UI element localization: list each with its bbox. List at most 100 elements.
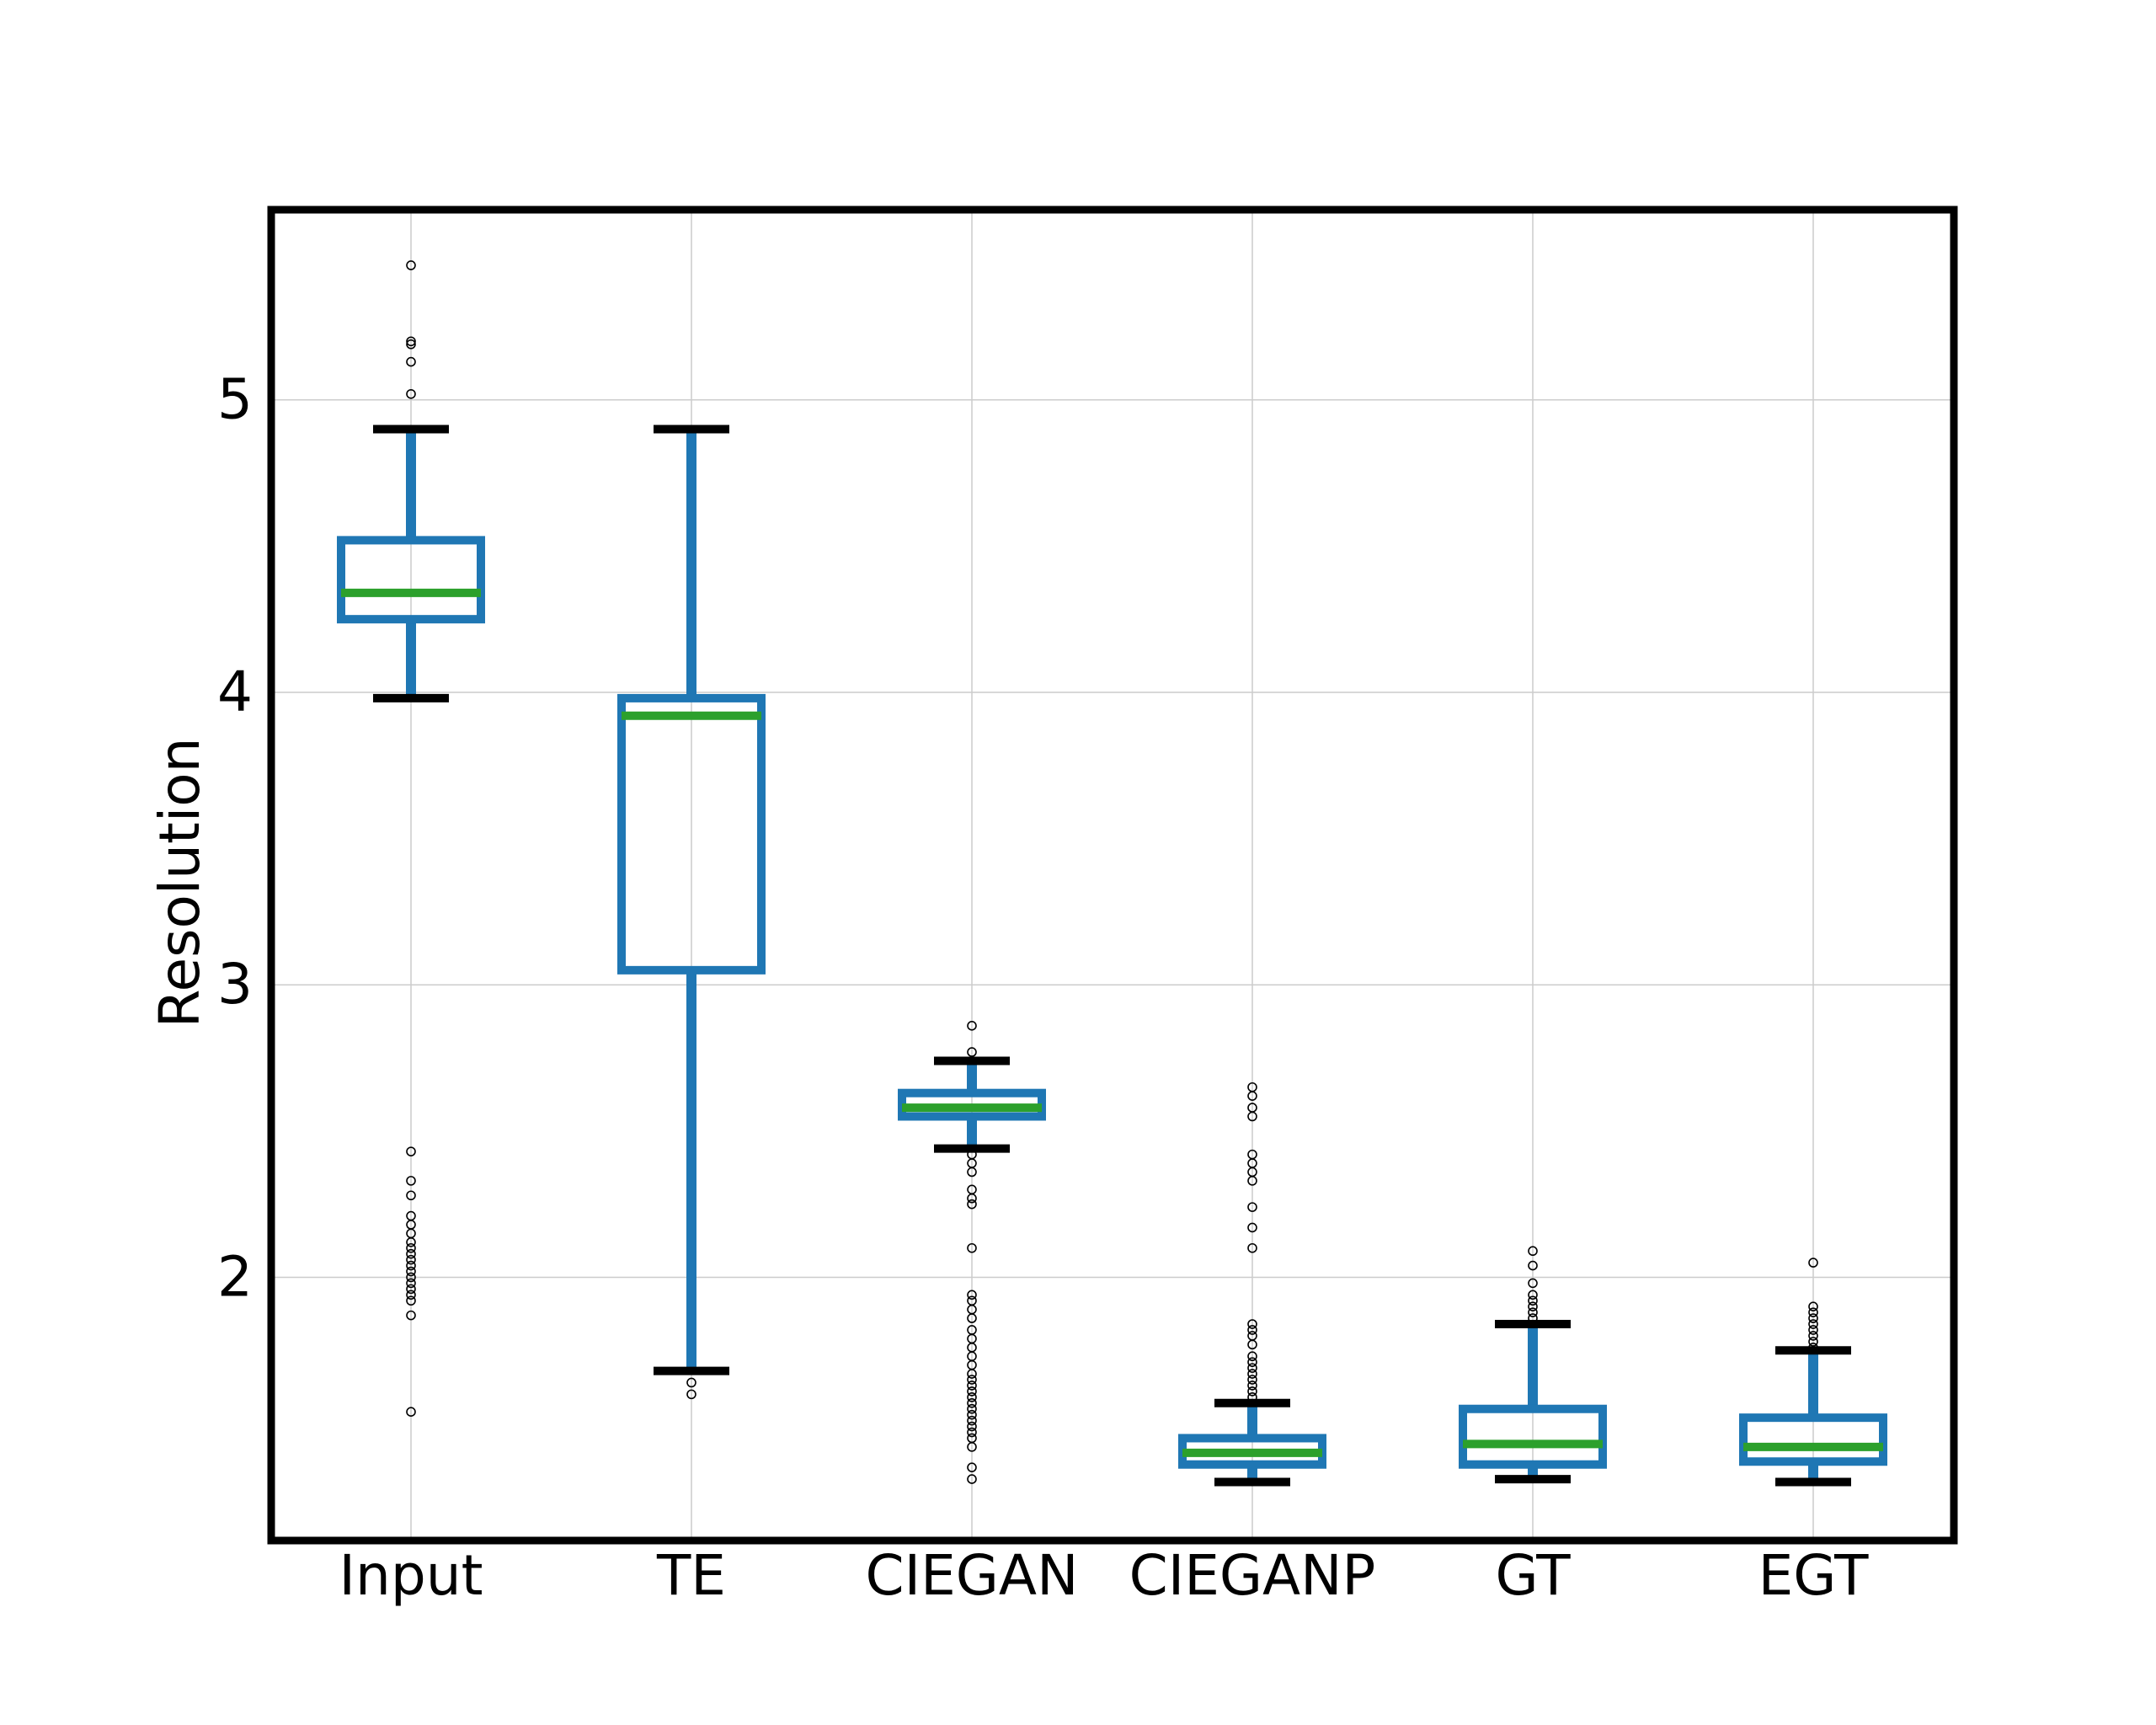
outlier-point: [1808, 1313, 1818, 1323]
iqr-box: [617, 693, 766, 975]
iqr-box: [337, 536, 485, 624]
outlier-point: [967, 1021, 977, 1031]
iqr-box: [1739, 1413, 1887, 1466]
outlier-point: [406, 356, 416, 367]
outlier-point: [1808, 1325, 1818, 1335]
y-tick-label: 3: [217, 952, 253, 1017]
outlier-point: [406, 1284, 416, 1295]
outlier-point: [967, 1462, 977, 1472]
outlier-point: [406, 1176, 416, 1186]
outlier-point: [1808, 1331, 1818, 1341]
x-tick-label: EGT: [1758, 1543, 1869, 1608]
box-ciegan: [898, 1021, 1046, 1484]
outlier-point: [1528, 1290, 1538, 1300]
outlier-point: [967, 1290, 977, 1300]
outlier-point: [1247, 1375, 1257, 1385]
box-cieganp: [1178, 1081, 1326, 1487]
box-gt: [1459, 1246, 1607, 1484]
outlier-point: [1247, 1202, 1257, 1212]
outlier-point: [1247, 1339, 1257, 1350]
outlier-point: [406, 1278, 416, 1289]
outlier-point: [967, 1392, 977, 1402]
outlier-point: [406, 1146, 416, 1156]
outlier-point: [967, 1199, 977, 1210]
y-tick-label: 2: [217, 1244, 253, 1309]
outlier-point: [967, 1421, 977, 1432]
outlier-point: [686, 1389, 696, 1400]
outlier-point: [967, 1386, 977, 1397]
outlier-point: [967, 1167, 977, 1178]
outlier-point: [406, 388, 416, 399]
outlier-point: [406, 1248, 416, 1259]
outlier-point: [967, 1313, 977, 1323]
outlier-point: [406, 1190, 416, 1201]
outlier-point: [967, 1242, 977, 1253]
y-tick-label: 4: [217, 660, 253, 724]
outlier-point: [967, 1047, 977, 1057]
box-egt: [1739, 1258, 1887, 1487]
outlier-point: [1808, 1258, 1818, 1268]
outlier-point: [1247, 1091, 1257, 1101]
outlier-point: [1247, 1369, 1257, 1379]
outlier-point: [1528, 1301, 1538, 1311]
outlier-point: [1528, 1295, 1538, 1306]
outlier-point: [1247, 1222, 1257, 1233]
outlier-point: [406, 1295, 416, 1306]
outlier-point: [406, 1310, 416, 1321]
outlier-point: [1247, 1242, 1257, 1253]
outlier-point: [406, 1237, 416, 1247]
outlier-point: [967, 1442, 977, 1452]
outlier-point: [1528, 1246, 1538, 1257]
x-tick-label: CIEGAN: [866, 1543, 1079, 1608]
outlier-point: [406, 1272, 416, 1283]
box-series: [337, 260, 1887, 1487]
outlier-point: [967, 1427, 977, 1438]
outlier-point: [1808, 1343, 1818, 1353]
outlier-point: [406, 1242, 416, 1253]
box-input: [337, 260, 485, 1418]
outlier-point: [1247, 1351, 1257, 1362]
outlier-point: [967, 1369, 977, 1379]
outlier-point: [1247, 1363, 1257, 1373]
y-tick-label: 5: [217, 367, 253, 432]
outlier-point: [1808, 1337, 1818, 1347]
outlier-point: [1247, 1381, 1257, 1391]
outlier-point: [1808, 1319, 1818, 1329]
outlier-point: [1808, 1301, 1818, 1311]
outlier-point: [1528, 1260, 1538, 1271]
outlier-point: [1247, 1111, 1257, 1122]
outlier-point: [1528, 1307, 1538, 1317]
outlier-point: [1247, 1386, 1257, 1397]
iqr-box: [1459, 1404, 1607, 1469]
x-tick-label: CIEGANP: [1129, 1543, 1376, 1608]
outlier-point: [967, 1403, 977, 1414]
outlier-point: [967, 1381, 977, 1391]
y-tick-labels: 2 3 4 5: [217, 367, 253, 1310]
outlier-point: [406, 339, 416, 350]
x-tick-label: GT: [1495, 1543, 1571, 1608]
outlier-point: [406, 1290, 416, 1300]
outlier-point: [967, 1375, 977, 1385]
plot-frame: [267, 206, 1958, 1545]
outlier-point: [967, 1397, 977, 1408]
outlier-point: [1528, 1278, 1538, 1289]
outlier-point: [967, 1415, 977, 1426]
outlier-point: [406, 1260, 416, 1271]
outlier-point: [1247, 1357, 1257, 1367]
outlier-point: [967, 1193, 977, 1204]
outlier-point: [406, 1407, 416, 1418]
x-tick-labels: Input TE CIEGAN CIEGANP GT EGT: [339, 1543, 1870, 1608]
outlier-point: [1247, 1176, 1257, 1186]
outlier-point: [686, 1377, 696, 1388]
outlier-point: [1247, 1325, 1257, 1335]
outlier-point: [967, 1409, 977, 1420]
x-tick-label: TE: [656, 1543, 726, 1608]
x-tick-label: Input: [339, 1543, 483, 1608]
outlier-point: [1247, 1319, 1257, 1329]
outlier-point: [406, 260, 416, 270]
box-te: [617, 425, 766, 1400]
y-axis-label: Resolution: [147, 738, 212, 1028]
outlier-point: [967, 1474, 977, 1484]
